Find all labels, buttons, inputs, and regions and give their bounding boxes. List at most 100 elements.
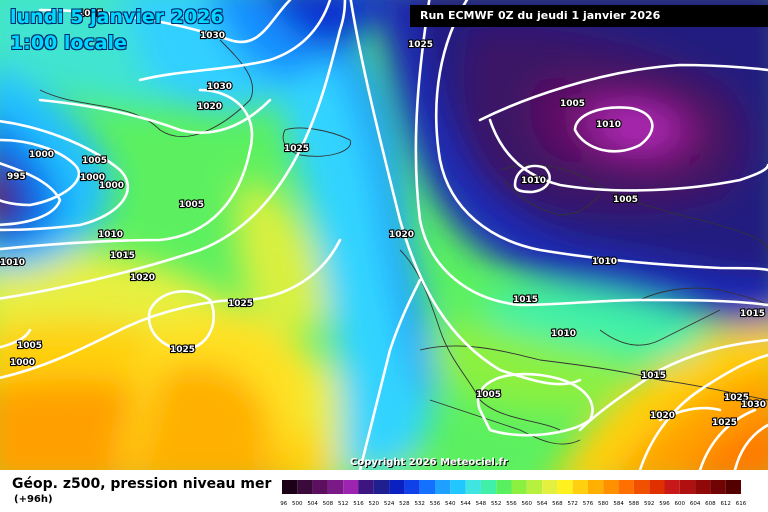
scale-swatch [511,480,527,494]
scale-swatch [343,480,359,494]
scale-tick-label: 536 [430,501,441,507]
scale-swatch [282,480,298,494]
geopotential-field: 1025 1030 1030 1020 1025 1000 995 1005 1… [0,0,768,470]
isobar-label: 1000 [29,150,54,160]
scale-swatch [603,480,619,494]
isobar-label: 1020 [389,230,414,240]
isobar-label: 1020 [197,102,222,112]
isobar-label: 1005 [476,390,501,400]
isobar-label: 1010 [521,176,546,186]
isobar-label: 1030 [741,400,766,410]
forecast-date: lundi 5 janvier 2026 [10,6,224,28]
scale-tick-label: 612 [720,501,731,507]
isobar-labels: 1025 1030 1030 1020 1025 1000 995 1005 1… [0,8,767,429]
scale-swatch [542,480,558,494]
scale-tick-label: 592 [644,501,655,507]
scale-tick-label: 580 [598,501,609,507]
scale-swatch [450,480,466,494]
isobar-label: 1005 [560,99,585,109]
isobar-label: 1000 [99,181,124,191]
scale-swatch [557,480,573,494]
scale-tick-label: 516 [353,501,364,507]
isobar-label: 1025 [724,393,749,403]
scale-tick-label: 608 [705,501,716,507]
isobar-label: 1015 [110,251,135,261]
scale-swatch [435,480,451,494]
isobar-label: 1015 [740,309,765,319]
forecast-lead-time: (+96h) [14,494,53,505]
isobar-label: 1020 [130,273,155,283]
isobar-label: 1030 [207,82,232,92]
scale-tick-label: 556 [506,501,517,507]
isobar-label: 1020 [650,411,675,421]
scale-swatch [312,480,328,494]
scale-tick-label: 548 [476,501,487,507]
isobar-label: 1025 [284,144,309,154]
scale-swatch [679,480,696,494]
scale-tick-label: 520 [369,501,380,507]
scale-swatch [710,480,726,494]
scale-swatch [327,480,344,494]
scale-tick-label: 496 [280,501,288,507]
scale-tick-label: 600 [675,501,686,507]
scale-tick-label: 564 [537,501,548,507]
isobar-label: 1010 [551,329,576,339]
copyright-notice: Copyright 2026 Meteociel.fr [350,457,508,468]
scale-swatch [297,480,313,494]
scale-swatch [404,480,420,494]
scale-tick-label: 544 [460,501,471,507]
scale-tick-label: 576 [583,501,594,507]
scale-swatch [695,480,711,494]
map-title: Géop. z500, pression niveau mer [12,476,272,492]
color-scale-legend: 496 500 504 508 512 516 520 524 528 532 536 540 544 5… [280,480,747,507]
isobar-label: 995 [7,172,26,182]
scale-tick-label: 616 [736,501,747,507]
scale-tick-label: 532 [414,501,425,507]
scale-tick-label: 584 [613,501,624,507]
model-run-banner: Run ECMWF 0Z du jeudi 1 janvier 2026 [410,5,768,27]
isobar-label: 1015 [641,371,666,381]
scale-swatch [649,480,665,494]
scale-swatch [633,480,650,494]
isobar-label: 1025 [78,9,103,19]
scale-swatch [572,480,588,494]
isobar-label: 1015 [513,295,538,305]
isobar-label: 1005 [613,195,638,205]
scale-swatch [480,480,497,494]
forecast-local-time: 1:00 locale [10,32,127,54]
isobar-label: 1030 [200,31,225,41]
scale-swatch [465,480,481,494]
scale-swatch [496,480,512,494]
scale-swatch [419,480,435,494]
scale-tick-label: 524 [384,501,395,507]
scale-swatch [588,480,604,494]
isobar-label: 1010 [592,257,617,267]
isobar-label: 1010 [0,258,25,268]
scale-tick-label: 512 [338,501,349,507]
scale-swatch [526,480,543,494]
isobar-label: 1025 [712,418,737,428]
isobar-label: 1005 [179,200,204,210]
scale-tick-label: 508 [323,501,334,507]
isobar-label: 1000 [80,173,105,183]
scale-swatch [618,480,634,494]
scale-tick-label: 528 [399,501,410,507]
isobar-label: 1025 [170,345,195,355]
forecast-map: 1025 1030 1030 1020 1025 1000 995 1005 1… [0,0,768,470]
scale-tick-label: 604 [690,501,701,507]
scale-tick-label: 500 [292,501,303,507]
scale-tick-label: 552 [491,501,502,507]
isobar-label: 1005 [17,341,42,351]
scale-swatch [358,480,374,494]
scale-swatch [664,480,680,494]
isobars [0,0,768,470]
scale-swatch [725,480,741,494]
scale-tick-label: 588 [629,501,640,507]
isobar-label: 1000 [10,358,35,368]
isobar-label: 1005 [82,156,107,166]
scale-tick-label: 572 [567,501,578,507]
scale-tick-label: 596 [659,501,670,507]
scale-tick-label: 560 [522,501,533,507]
scale-tick-label: 568 [552,501,563,507]
